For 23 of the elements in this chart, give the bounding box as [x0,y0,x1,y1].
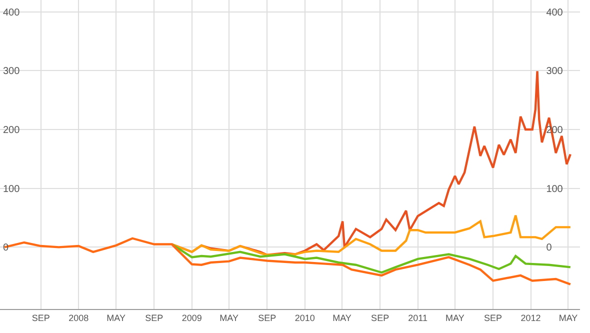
y-tick-label: 200 [3,124,20,136]
y-tick-label: 100 [3,184,20,195]
y-tick-label: 400 [3,7,20,18]
x-tick-label: MAY [220,312,238,323]
x-tick-label: MAY [106,312,126,323]
x-tick-label: 2009 [182,312,202,323]
y2-tick-label: 100 [546,184,564,195]
x-tick-label: SEP [145,312,164,323]
x-tick-label: SEP [258,312,276,323]
x-tick-label: SEP [371,312,390,323]
y2-tick-label: 0 [546,242,552,254]
x-tick-label: SEP [32,312,50,323]
x-tick-label: MAY [446,312,464,323]
x-tick-label: 2008 [68,312,89,323]
x-tick-label: MAY [332,312,352,323]
x-tick-label: 2012 [520,312,541,323]
x-tick-label: MAY [558,312,578,323]
y2-tick-label: 400 [546,7,564,18]
x-tick-label: 2010 [294,312,315,323]
y2-tick-label: 300 [546,66,564,78]
x-tick-label: 2011 [408,312,428,323]
x-tick-label: SEP [484,312,502,323]
y-tick-label: 300 [3,66,20,78]
